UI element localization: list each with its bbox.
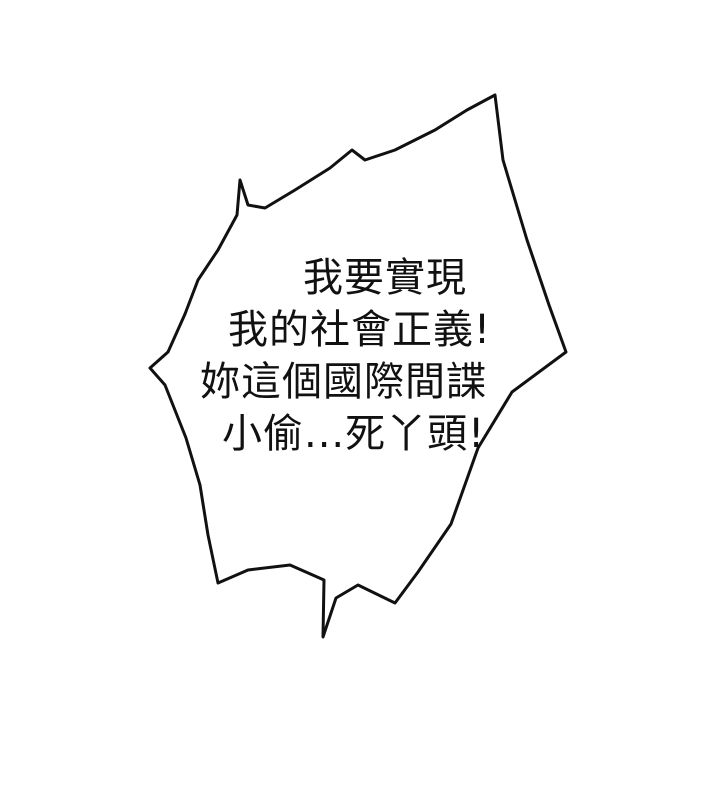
dialogue-line-1: 我要實現	[303, 255, 467, 301]
dialogue-line-3: 妳這個國際間諜	[200, 359, 487, 405]
dialogue-line-2: 我的社會正義!	[228, 307, 492, 353]
speech-bubble-outline	[148, 93, 568, 639]
dialogue-line-4: 小偷...死丫頭!	[222, 411, 486, 457]
